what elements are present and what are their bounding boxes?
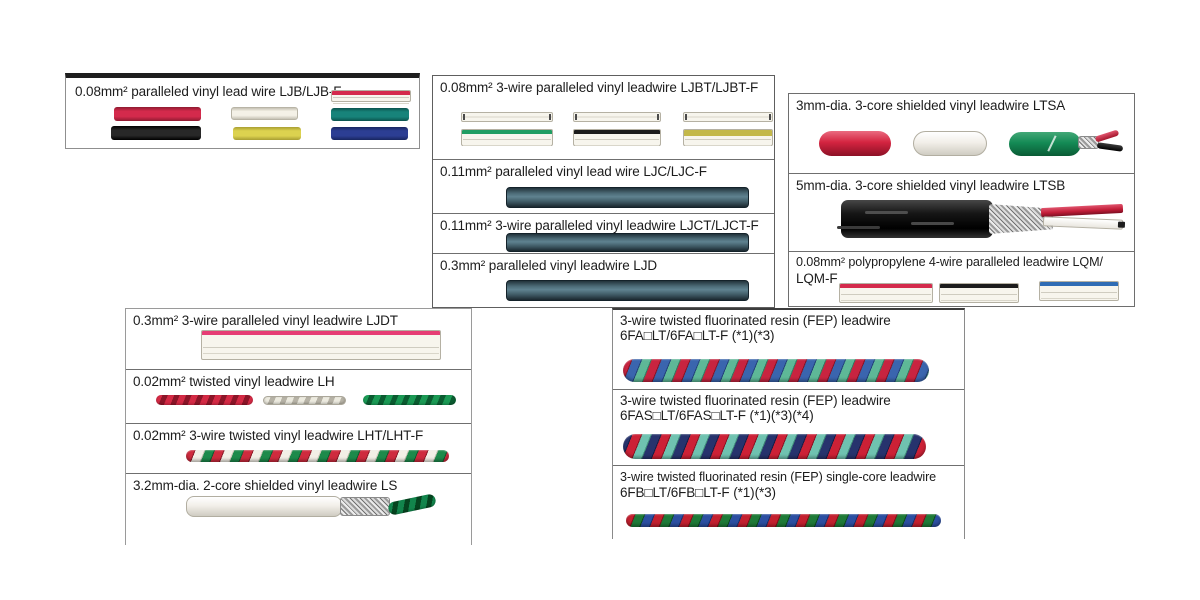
ltsb-core-white [1042, 216, 1124, 230]
wire-title-ljdt: 0.3mm² 3-wire paralleled vinyl leadwire … [133, 313, 398, 328]
ljb-swatch-black [111, 126, 201, 140]
panel-right-column: 3mm-dia. 3-core shielded vinyl leadwire … [788, 93, 1135, 307]
wire-title-ltsb: 5mm-dia. 3-core shielded vinyl leadwire … [796, 178, 1066, 193]
ljbt-swatch-white-1 [461, 112, 553, 122]
section-ltsa: 3mm-dia. 3-core shielded vinyl leadwire … [789, 94, 1134, 173]
wire-title-ltsa: 3mm-dia. 3-core shielded vinyl leadwire … [796, 98, 1066, 113]
panel-ljb: 0.08mm² paralleled vinyl lead wire LJB/L… [65, 73, 420, 149]
section-6fa: 3-wire twisted fluorinated resin (FEP) l… [613, 310, 964, 389]
panel-bottom-right: 3-wire twisted fluorinated resin (FEP) l… [612, 308, 965, 539]
ltsa-swatch-green-cylinder [1009, 132, 1081, 156]
ltsa-swatch-white-cylinder [913, 131, 987, 156]
lh-swatch-green-twisted [363, 395, 456, 405]
ls-shield-braid [340, 497, 390, 516]
wire-title-6fa-line2: 6FA□LT/6FA□LT-F (*1)(*3) [620, 328, 775, 343]
panel-bottom-left: 0.3mm² 3-wire paralleled vinyl leadwire … [125, 308, 472, 545]
wire-title-lqm: 0.08mm² polypropylene 4-wire paralleled … [796, 255, 1103, 269]
ltsa-swatch-red-cylinder [819, 131, 891, 156]
ljbt-swatch-black-stripe [573, 129, 661, 146]
lqm-swatch-blue-stripe [1039, 281, 1119, 301]
ljb-swatch-yellow [233, 127, 301, 140]
section-ltsb: 5mm-dia. 3-core shielded vinyl leadwire … [789, 173, 1134, 251]
ljb-swatch-blue [331, 127, 408, 140]
wire-title-lht: 0.02mm² 3-wire twisted vinyl leadwire LH… [133, 428, 424, 443]
wire-title-lh: 0.02mm² twisted vinyl leadwire LH [133, 374, 335, 389]
lh-swatch-red-twisted [156, 395, 253, 405]
wire-title-ljb: 0.08mm² paralleled vinyl lead wire LJB/L… [75, 84, 342, 99]
section-ljbt: 0.08mm² 3-wire paralleled vinyl leadwire… [433, 76, 774, 159]
ltsb-core-red [1040, 203, 1124, 218]
section-6fas: 3-wire twisted fluorinated resin (FEP) l… [613, 389, 964, 465]
wire-title-ljd: 0.3mm² paralleled vinyl leadwire LJD [440, 258, 657, 273]
wire-title-ljc: 0.11mm² paralleled vinyl lead wire LJC/L… [440, 164, 707, 179]
wire-title-6fb-line2: 6FB□LT/6FB□LT-F (*1)(*3) [620, 485, 776, 500]
ljc-swatch-slate [506, 187, 749, 208]
ltsa-core-black [1096, 142, 1124, 152]
lht-swatch-twisted [186, 450, 449, 462]
ljdt-swatch-pink-stripe [201, 330, 441, 360]
wire-title-6fas-line2: 6FAS□LT/6FAS□LT-F (*1)(*3)(*4) [620, 408, 814, 423]
ltsb-cable-black [841, 200, 993, 238]
section-lht: 0.02mm² 3-wire twisted vinyl leadwire LH… [126, 423, 471, 473]
6fa-swatch-twisted [623, 359, 929, 382]
ljct-swatch-slate [506, 233, 749, 252]
wire-title-6fas: 3-wire twisted fluorinated resin (FEP) l… [620, 393, 891, 408]
section-ljd: 0.3mm² paralleled vinyl leadwire LJD [433, 253, 774, 308]
6fas-swatch-twisted [623, 434, 926, 459]
section-ljct: 0.11mm² 3-wire paralleled vinyl leadwire… [433, 213, 774, 253]
wire-title-ljct: 0.11mm² 3-wire paralleled vinyl leadwire… [440, 218, 759, 233]
ls-cable-white [186, 496, 342, 517]
wire-title-ljbt: 0.08mm² 3-wire paralleled vinyl leadwire… [440, 80, 759, 95]
lqm-swatch-red-stripe [839, 283, 933, 303]
ljbt-swatch-white-3 [683, 112, 773, 122]
wire-title-lqm-line2: LQM-F [796, 271, 838, 286]
ljd-swatch-slate [506, 280, 749, 301]
ljbt-swatch-white-2 [573, 112, 661, 122]
wire-title-6fa: 3-wire twisted fluorinated resin (FEP) l… [620, 313, 891, 328]
lh-swatch-white-twisted [263, 396, 346, 405]
panel-middle-column: 0.08mm² 3-wire paralleled vinyl leadwire… [432, 75, 775, 308]
6fb-swatch-twisted [626, 514, 941, 527]
section-ls: 3.2mm-dia. 2-core shielded vinyl leadwir… [126, 473, 471, 546]
ljbt-swatch-yellow-stripe [683, 129, 773, 146]
ljbt-swatch-green-stripe [461, 129, 553, 146]
ljb-swatch-teal [331, 108, 409, 121]
ljb-swatch-red [114, 107, 201, 121]
ljb-swatch-red-white-flat [331, 90, 411, 102]
lqm-swatch-black-stripe [939, 283, 1019, 303]
section-ljdt: 0.3mm² 3-wire paralleled vinyl leadwire … [126, 309, 471, 369]
section-6fb: 3-wire twisted fluorinated resin (FEP) s… [613, 465, 964, 541]
ls-core-green-twisted [387, 493, 437, 516]
wire-title-ls: 3.2mm-dia. 2-core shielded vinyl leadwir… [133, 478, 398, 493]
ljb-swatch-white [231, 107, 298, 120]
ltsa-core-red [1094, 129, 1120, 143]
wire-title-6fb: 3-wire twisted fluorinated resin (FEP) s… [620, 470, 937, 484]
section-lh: 0.02mm² twisted vinyl leadwire LH [126, 369, 471, 423]
section-ljc: 0.11mm² paralleled vinyl lead wire LJC/L… [433, 159, 774, 213]
section-lqm: 0.08mm² polypropylene 4-wire paralleled … [789, 251, 1134, 308]
